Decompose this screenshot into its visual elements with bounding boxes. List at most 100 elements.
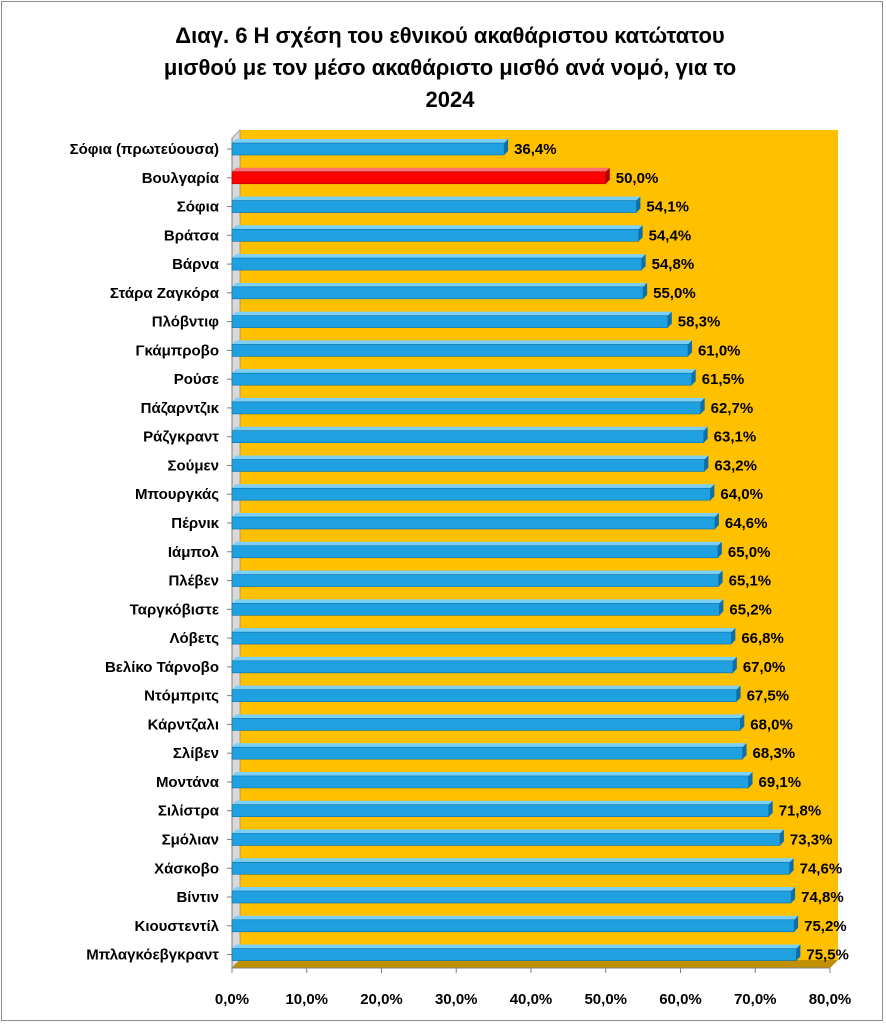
bar-end-face bbox=[718, 570, 723, 587]
bar-end-face bbox=[636, 196, 641, 213]
bar-end-face bbox=[732, 656, 737, 673]
category-label: Ιάμπολ bbox=[168, 544, 220, 561]
bar bbox=[231, 833, 781, 846]
bar-end-face bbox=[714, 513, 719, 530]
data-label: 61,0% bbox=[698, 342, 741, 359]
bar-end-face bbox=[742, 743, 747, 760]
bar-top-face bbox=[232, 369, 696, 374]
bar-end-face bbox=[731, 628, 736, 645]
data-label: 65,0% bbox=[728, 544, 771, 561]
bar-end-face bbox=[700, 397, 705, 414]
category-label: Μοντάνα bbox=[156, 774, 220, 791]
bar bbox=[231, 660, 734, 674]
category-label: Ντόμπριτς bbox=[144, 688, 219, 705]
bar bbox=[231, 804, 770, 818]
category-label: Σιλίστρα bbox=[158, 803, 220, 820]
data-label: 64,0% bbox=[720, 486, 763, 503]
bar bbox=[231, 919, 795, 933]
x-tick-label: 60,0% bbox=[659, 991, 702, 1008]
bar-end-face bbox=[643, 282, 648, 299]
category-label: Πλόβντιφ bbox=[152, 314, 220, 331]
data-label: 75,5% bbox=[806, 947, 849, 964]
bar-top-face bbox=[232, 915, 799, 920]
bar bbox=[231, 775, 749, 789]
bar-top-face bbox=[232, 829, 784, 834]
bar-top-face bbox=[232, 426, 708, 431]
bar-end-face bbox=[638, 225, 643, 242]
bar bbox=[231, 430, 704, 444]
bar-top-face bbox=[232, 800, 773, 805]
bar-top-face bbox=[232, 513, 719, 518]
data-label: 75,2% bbox=[804, 918, 847, 935]
bar-end-face bbox=[748, 771, 753, 788]
bar bbox=[231, 344, 689, 357]
bar bbox=[231, 574, 719, 587]
category-label: Μπουργκάς bbox=[135, 486, 219, 503]
category-label: Βάρνα bbox=[172, 256, 220, 273]
data-label: 69,1% bbox=[759, 774, 802, 791]
data-label: 71,8% bbox=[779, 803, 822, 820]
bar-end-face bbox=[789, 858, 794, 875]
bar-end-face bbox=[710, 484, 715, 501]
bar-end-face bbox=[791, 887, 796, 904]
data-label: 63,1% bbox=[714, 429, 757, 446]
bar bbox=[231, 286, 644, 300]
bar-end-face bbox=[779, 829, 784, 846]
category-label: Βουλγαρία bbox=[142, 170, 220, 187]
bar-top-face bbox=[232, 858, 794, 863]
category-label: Σλίβεν bbox=[173, 745, 219, 762]
category-label: Πέρνικ bbox=[171, 515, 219, 532]
data-label: 54,1% bbox=[646, 199, 689, 216]
data-label: 58,3% bbox=[678, 314, 721, 331]
bar-top-face bbox=[232, 771, 753, 776]
bar bbox=[231, 257, 642, 271]
bar-end-face bbox=[719, 599, 724, 616]
bar-top-face bbox=[232, 887, 796, 892]
bar bbox=[231, 631, 732, 645]
title-line-2: μισθού με τον μέσο ακαθάριστο μισθό ανά … bbox=[163, 55, 737, 80]
bar bbox=[231, 689, 737, 702]
category-label: Μπλαγκόεβγκραντ bbox=[86, 947, 219, 964]
x-tick-label: 10,0% bbox=[285, 991, 328, 1008]
bar bbox=[231, 861, 790, 875]
bar-top-face bbox=[232, 685, 741, 690]
bar bbox=[231, 459, 705, 472]
category-label: Πλέβεν bbox=[168, 573, 219, 590]
category-label: Βράτσα bbox=[164, 227, 220, 244]
data-label: 65,1% bbox=[729, 573, 772, 590]
category-label: Κάρντζαλι bbox=[148, 716, 219, 733]
bar-top-face bbox=[232, 541, 722, 546]
plot-floor bbox=[232, 960, 838, 968]
bar-top-face bbox=[232, 743, 747, 748]
data-label: 50,0% bbox=[616, 170, 659, 187]
bar-end-face bbox=[605, 167, 610, 184]
bar bbox=[231, 890, 792, 904]
bar-top-face bbox=[232, 656, 737, 661]
data-label: 62,7% bbox=[711, 400, 754, 417]
category-label: Χάσκοβο bbox=[154, 860, 219, 877]
x-tick-label: 0,0% bbox=[215, 991, 249, 1008]
bar bbox=[231, 603, 720, 616]
x-tick-label: 20,0% bbox=[360, 991, 403, 1008]
x-tick-label: 30,0% bbox=[435, 991, 478, 1008]
bar-top-face bbox=[232, 397, 705, 402]
category-label: Σόφια (πρωτεύουσα) bbox=[70, 141, 219, 158]
category-label: Κιουστεντίλ bbox=[134, 918, 219, 935]
category-label: Σούμεν bbox=[167, 457, 219, 474]
x-tick-label: 50,0% bbox=[584, 991, 627, 1008]
bar-end-face bbox=[641, 254, 646, 271]
category-label: Ρούσε bbox=[174, 371, 219, 388]
bar bbox=[231, 200, 637, 213]
category-label: Στάρα Ζαγκόρα bbox=[110, 285, 220, 302]
data-label: 73,3% bbox=[790, 831, 833, 848]
data-label: 74,6% bbox=[800, 860, 843, 877]
bar bbox=[231, 948, 797, 961]
bar-top-face bbox=[232, 944, 801, 949]
data-label: 54,4% bbox=[649, 227, 692, 244]
bar-top-face bbox=[232, 225, 643, 230]
bar bbox=[231, 746, 743, 760]
category-label: Σμόλιαν bbox=[162, 831, 219, 848]
bar-end-face bbox=[736, 685, 741, 702]
bar-end-face bbox=[687, 340, 692, 357]
